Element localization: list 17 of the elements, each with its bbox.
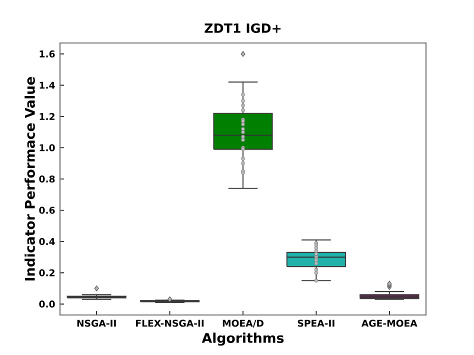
y-tick-label: 0.0 [39, 300, 55, 308]
y-tick-label: 0.6 [39, 206, 55, 214]
x-axis-title: Algorithms [202, 332, 284, 346]
x-tick-label: NSGA-II [77, 320, 116, 327]
y-tick-label: 1.2 [40, 113, 54, 120]
y-tick-label: 0.8 [39, 175, 55, 183]
y-tick-label: 0.4 [39, 238, 55, 246]
x-tick-label: AGE-MOEA [361, 320, 418, 327]
y-tick-label: 1.6 [40, 50, 55, 58]
y-tick-label: 1.4 [40, 82, 55, 89]
y-tick-label: 1.0 [40, 144, 55, 152]
x-tick-label: MOEA/D [222, 320, 264, 328]
y-tick-label: 0.2 [39, 269, 54, 276]
x-tick-label: FLEX-NSGA-II [136, 320, 204, 327]
y-axis-title: Indicator Performace Value [24, 76, 35, 280]
chart-title: ZDT1 IGD+ [204, 23, 281, 33]
x-tick-label: SPEA-II [298, 320, 334, 327]
